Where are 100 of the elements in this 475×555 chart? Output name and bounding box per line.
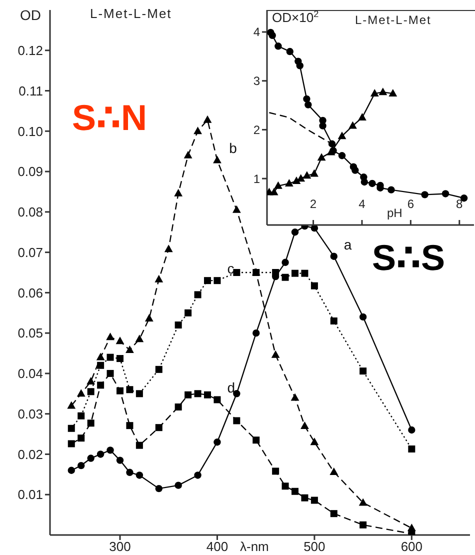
point bbox=[310, 438, 319, 446]
point bbox=[136, 390, 143, 398]
chart-title: L-Met-L-Met bbox=[355, 13, 432, 27]
point bbox=[328, 140, 336, 148]
point bbox=[360, 521, 367, 528]
point bbox=[203, 115, 212, 123]
point bbox=[116, 387, 124, 394]
point bbox=[78, 412, 85, 420]
point bbox=[184, 309, 192, 316]
point bbox=[204, 391, 211, 398]
point bbox=[194, 390, 202, 398]
point bbox=[360, 178, 368, 186]
annotation: c bbox=[227, 260, 234, 277]
y-tick-label: 0.09 bbox=[18, 164, 43, 180]
point bbox=[270, 188, 278, 196]
point bbox=[252, 436, 260, 444]
point bbox=[68, 424, 75, 432]
point bbox=[78, 434, 85, 442]
point bbox=[232, 205, 241, 213]
point bbox=[68, 466, 75, 474]
point bbox=[338, 132, 346, 140]
point bbox=[272, 269, 280, 276]
point bbox=[68, 440, 75, 448]
y-tick-label: 0.07 bbox=[18, 244, 43, 260]
point bbox=[292, 270, 298, 277]
y-axis-title: OD×10$^{2}$ bbox=[272, 9, 319, 25]
point bbox=[408, 445, 416, 452]
point bbox=[164, 244, 173, 252]
point bbox=[126, 468, 134, 476]
point bbox=[301, 270, 308, 277]
point bbox=[214, 396, 221, 404]
point bbox=[174, 403, 182, 410]
point bbox=[155, 484, 162, 492]
point bbox=[116, 355, 124, 362]
point bbox=[300, 421, 309, 429]
y-tick-label: 0.03 bbox=[18, 406, 43, 422]
y-tick-label: 2 bbox=[253, 122, 260, 137]
annotation: d bbox=[227, 380, 236, 396]
y-tick-label: 0.02 bbox=[18, 446, 43, 462]
point bbox=[302, 171, 312, 179]
point bbox=[87, 388, 94, 396]
y-tick-label: 1 bbox=[253, 172, 260, 186]
point bbox=[106, 354, 114, 361]
point bbox=[310, 282, 318, 290]
annotation: S∴N bbox=[72, 97, 148, 138]
point bbox=[338, 152, 346, 160]
y-tick-label: 0.01 bbox=[18, 487, 43, 502]
point bbox=[274, 181, 282, 189]
point bbox=[301, 494, 308, 502]
point bbox=[144, 314, 154, 322]
point bbox=[116, 456, 124, 464]
point bbox=[358, 113, 366, 120]
point bbox=[184, 391, 192, 398]
point bbox=[442, 190, 450, 198]
point bbox=[174, 322, 182, 328]
point bbox=[126, 422, 134, 430]
point bbox=[174, 482, 182, 489]
point bbox=[330, 252, 338, 260]
y-tick-label: 0.12 bbox=[18, 43, 43, 58]
y-tick-label: 0.08 bbox=[18, 204, 43, 220]
point bbox=[348, 121, 357, 129]
y-tick-label: 0.05 bbox=[18, 326, 43, 341]
point bbox=[282, 258, 289, 266]
point bbox=[97, 362, 104, 369]
point bbox=[359, 313, 367, 321]
point bbox=[233, 269, 240, 276]
point bbox=[213, 156, 222, 164]
point bbox=[252, 329, 260, 337]
annotation: a bbox=[344, 236, 352, 252]
point bbox=[271, 350, 280, 358]
point bbox=[286, 48, 294, 56]
point bbox=[282, 482, 289, 490]
point bbox=[319, 122, 326, 130]
x-tick-label: 300 bbox=[109, 539, 131, 554]
point bbox=[106, 370, 114, 377]
point bbox=[303, 95, 310, 103]
point bbox=[330, 510, 338, 518]
point bbox=[96, 450, 104, 458]
point bbox=[155, 424, 162, 432]
point bbox=[268, 32, 276, 40]
point bbox=[87, 420, 94, 427]
y-tick-label: 0.10 bbox=[18, 124, 43, 139]
point bbox=[126, 386, 134, 394]
annotation: S∴S bbox=[372, 237, 446, 278]
point bbox=[136, 472, 144, 479]
point bbox=[194, 126, 202, 134]
point bbox=[155, 366, 162, 373]
x-tick-label: 2 bbox=[310, 197, 317, 211]
point bbox=[292, 488, 298, 495]
point bbox=[296, 62, 304, 70]
point bbox=[97, 382, 104, 389]
point bbox=[204, 277, 211, 284]
point bbox=[116, 336, 124, 344]
point bbox=[135, 334, 144, 342]
y-tick-label: 3 bbox=[253, 74, 260, 88]
x-tick-label: 6 bbox=[407, 197, 414, 211]
point bbox=[194, 291, 202, 298]
chart-title: L-Met-L-Met bbox=[90, 6, 172, 21]
x-tick-label: 600 bbox=[400, 539, 423, 554]
point bbox=[174, 188, 183, 196]
